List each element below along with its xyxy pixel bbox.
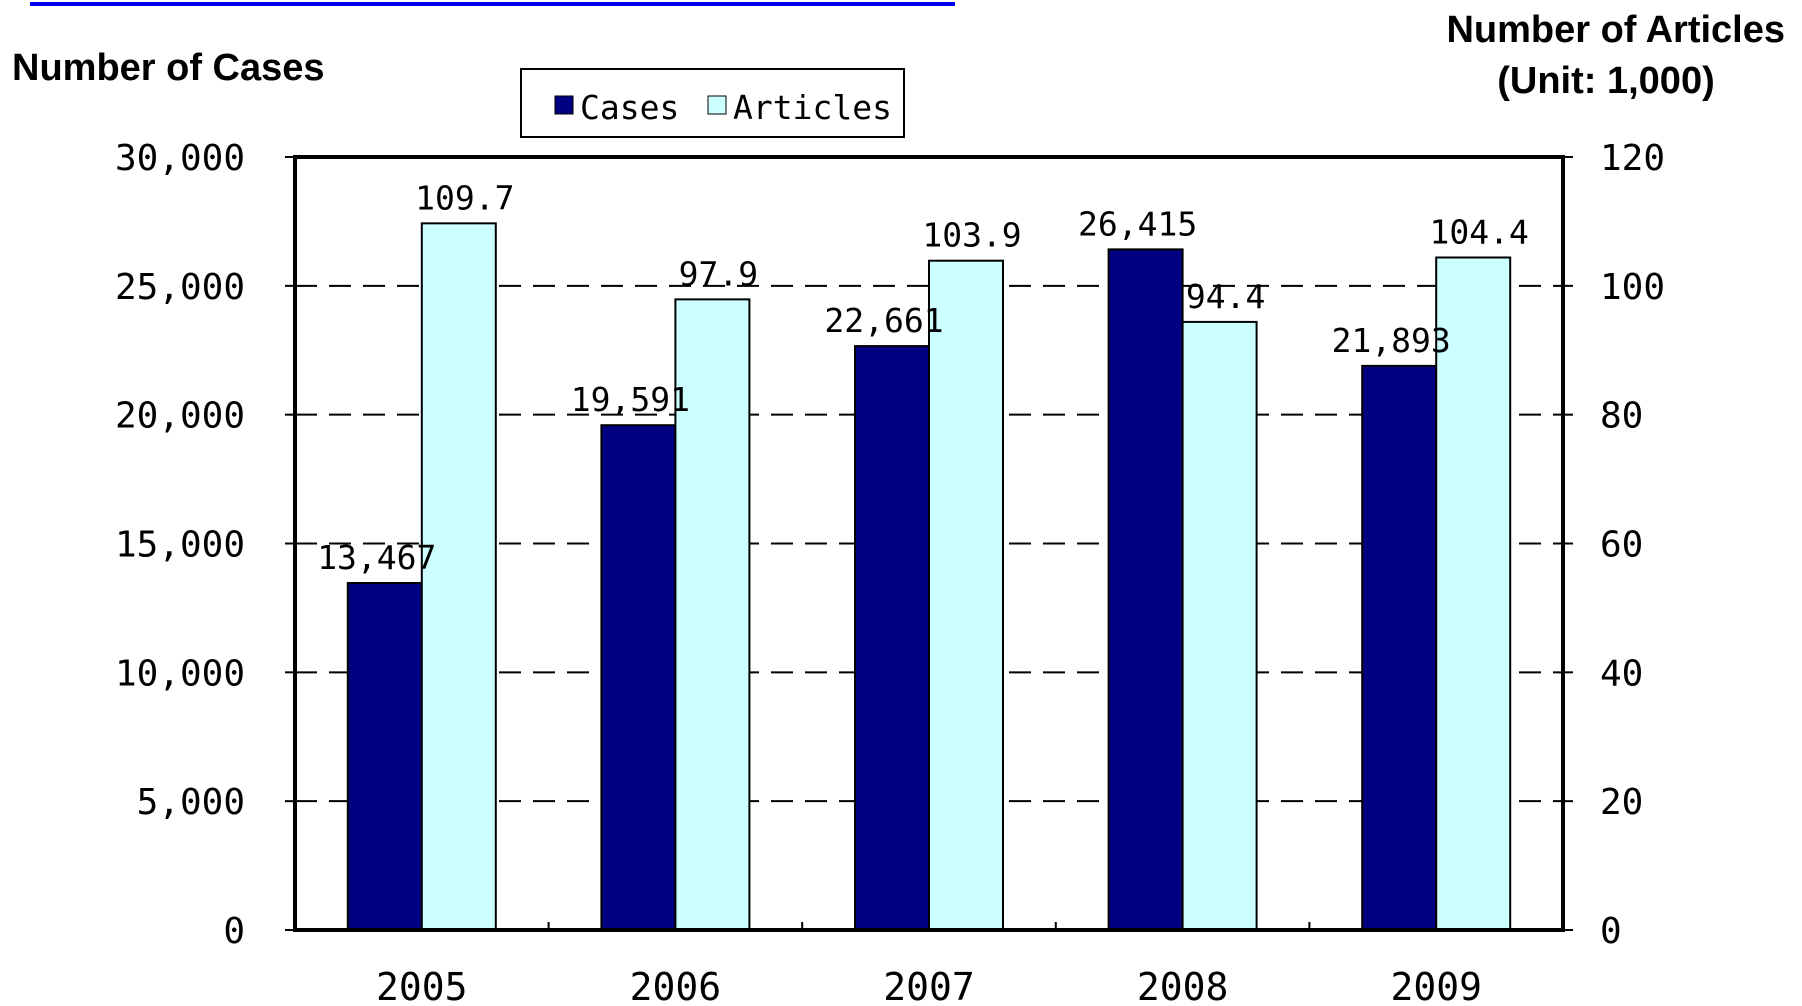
y2-axis-title-line2: (Unit: 1,000) xyxy=(1497,60,1714,102)
category-label: 2009 xyxy=(1390,965,1482,1006)
bar-cases xyxy=(346,582,423,931)
right-tick-label: 60 xyxy=(1600,525,1643,566)
bar-cases xyxy=(1107,248,1184,932)
bar-cases xyxy=(600,424,677,931)
data-label-articles: 103.9 xyxy=(922,216,1021,255)
left-tick-label: 25,000 xyxy=(115,267,245,308)
legend-swatch-cases xyxy=(554,95,574,115)
legend-label-cases: Cases xyxy=(580,88,679,127)
y-axis-title: Number of Cases xyxy=(12,47,325,89)
left-tick-label: 15,000 xyxy=(115,525,245,566)
data-label-articles: 104.4 xyxy=(1430,212,1529,251)
data-label-articles: 97.9 xyxy=(679,254,758,293)
legend: Cases Articles xyxy=(520,68,905,138)
left-tick-label: 5,000 xyxy=(137,782,245,823)
legend-label-articles: Articles xyxy=(733,88,892,127)
left-tick-label: 10,000 xyxy=(115,653,245,694)
left-axis-ticks: 0 5,000 10,000 15,000 20,000 25,000 30,000 xyxy=(115,138,295,952)
right-tick-label: 40 xyxy=(1600,653,1643,694)
right-axis-ticks: 0 20 40 60 80 100 120 xyxy=(1563,138,1665,952)
bar-articles xyxy=(1435,256,1512,931)
bar-articles xyxy=(674,298,751,931)
data-label-cases: 26,415 xyxy=(1078,204,1197,243)
left-tick-label: 20,000 xyxy=(115,396,245,437)
bar-articles xyxy=(1181,320,1258,931)
bar-cases xyxy=(1361,364,1438,931)
bar-articles xyxy=(928,259,1004,932)
category-labels: 2005 2006 2007 2008 2009 xyxy=(376,965,1482,1006)
category-label: 2007 xyxy=(883,965,975,1006)
category-label: 2006 xyxy=(630,965,722,1006)
left-tick-label: 30,000 xyxy=(115,138,245,179)
data-label-articles: 109.7 xyxy=(415,178,514,217)
data-labels: 13,467 109.7 19,591 97.9 22,661 103.9 26,415 94… xyxy=(317,178,1529,577)
data-label-cases: 21,893 xyxy=(1332,321,1451,360)
left-tick-label: 0 xyxy=(223,911,245,952)
y2-axis-title-line1: Number of Articles xyxy=(1446,9,1785,51)
data-label-cases: 22,661 xyxy=(824,301,943,340)
right-tick-label: 0 xyxy=(1600,911,1622,952)
right-tick-label: 100 xyxy=(1600,267,1665,308)
legend-swatch-articles xyxy=(707,95,727,115)
bar-cases xyxy=(854,345,930,931)
right-tick-label: 80 xyxy=(1600,396,1643,437)
right-tick-label: 20 xyxy=(1600,782,1643,823)
category-label: 2008 xyxy=(1137,965,1229,1006)
right-tick-label: 120 xyxy=(1600,138,1665,179)
data-label-articles: 94.4 xyxy=(1186,277,1265,316)
data-label-cases: 19,591 xyxy=(571,380,690,419)
data-label-cases: 13,467 xyxy=(317,538,436,577)
category-label: 2005 xyxy=(376,965,468,1006)
